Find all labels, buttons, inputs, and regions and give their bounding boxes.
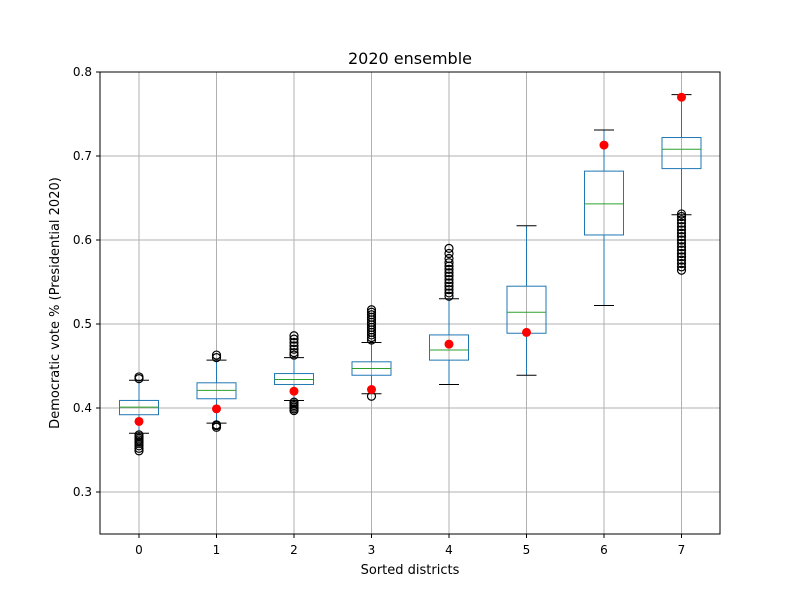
outlier-point [289, 344, 299, 354]
outlier-point [289, 337, 299, 348]
outlier-point [676, 262, 687, 272]
x-tick-label: 3 [368, 543, 376, 557]
outlier-point [289, 397, 299, 407]
box-district-4 [429, 243, 469, 385]
x-tick-label: 4 [445, 543, 453, 557]
x-tick-label: 7 [678, 543, 686, 557]
outlier-point [676, 245, 687, 255]
outlier-point [676, 218, 687, 228]
outlier-point [211, 353, 222, 363]
box-district-6 [584, 129, 624, 307]
outlier-point [289, 350, 299, 360]
x-tick-label: 0 [135, 543, 143, 557]
box-iqr [584, 170, 624, 236]
enacted-point-3 [367, 385, 376, 395]
outlier-point [676, 209, 687, 219]
outlier-point [676, 242, 687, 252]
outlier-point [289, 334, 299, 344]
outlier-point [366, 310, 377, 320]
outlier-point [444, 291, 454, 301]
box-iqr [429, 334, 469, 361]
outlier-point [444, 278, 454, 288]
outlier-point [366, 307, 377, 317]
x-tick-label: 5 [523, 543, 531, 557]
outlier-point [676, 252, 687, 262]
enacted-point-1 [212, 404, 221, 414]
outlier-point [211, 420, 222, 430]
outlier-point [289, 347, 299, 358]
outlier-point [676, 225, 687, 235]
outlier-point [444, 253, 454, 264]
outlier-point [444, 281, 454, 291]
outlier-point [444, 258, 454, 268]
outlier-point [676, 211, 687, 222]
enacted-point-4 [444, 339, 454, 349]
outlier-point [676, 228, 687, 238]
y-tick-label: 0.4 [73, 401, 92, 415]
outlier-point [676, 258, 687, 269]
box-district-0 [119, 372, 159, 456]
y-tick-label: 0.8 [73, 65, 92, 79]
outlier-point [676, 232, 687, 242]
outlier-point [676, 215, 687, 225]
box-district-2 [274, 331, 314, 416]
outlier-point [676, 265, 687, 275]
outlier-point [676, 221, 687, 232]
outlier-point [676, 255, 687, 265]
enacted-point-5 [522, 327, 531, 337]
y-tick-label: 0.6 [73, 233, 92, 247]
outlier-point [444, 248, 454, 259]
x-tick-label: 6 [600, 543, 608, 557]
outlier-point [134, 372, 144, 382]
box-district-3 [351, 305, 392, 401]
enacted-point-0 [134, 416, 144, 426]
outlier-point [444, 288, 454, 298]
enacted-point-7 [677, 92, 686, 102]
outlier-point [134, 430, 144, 440]
chart-title: 2020 ensemble [348, 49, 472, 68]
outlier-point [289, 331, 299, 341]
y-tick-label: 0.5 [73, 317, 92, 331]
ticks-layer: 0.3 0.4 0.5 0.6 0.7 0.8 0 1 2 3 4 5 6 7 [73, 65, 685, 557]
enacted-point-2 [289, 386, 299, 396]
enacted-point-6 [599, 140, 609, 150]
outlier-point [289, 341, 299, 351]
outlier-point [444, 268, 454, 278]
outlier-point [444, 271, 454, 281]
outlier-point [444, 264, 454, 274]
outlier-point [676, 248, 687, 259]
outlier-point [676, 235, 687, 245]
outlier-point [444, 274, 454, 285]
y-tick-label: 0.3 [73, 485, 92, 499]
outlier-point [444, 284, 454, 295]
x-tick-label: 2 [290, 543, 298, 557]
enacted-points-layer [134, 92, 686, 426]
y-axis-label: Democratic vote % (Presidential 2020) [48, 177, 63, 429]
outlier-point [444, 243, 454, 253]
outlier-point [366, 305, 377, 315]
box-iqr [661, 137, 702, 170]
x-tick-label: 1 [213, 543, 221, 557]
y-tick-label: 0.7 [73, 149, 92, 163]
outlier-point [211, 350, 222, 360]
plot-frame [99, 71, 721, 535]
x-axis-label: Sorted districts [361, 563, 460, 578]
outlier-point [676, 238, 687, 248]
box-district-1 [196, 350, 237, 432]
